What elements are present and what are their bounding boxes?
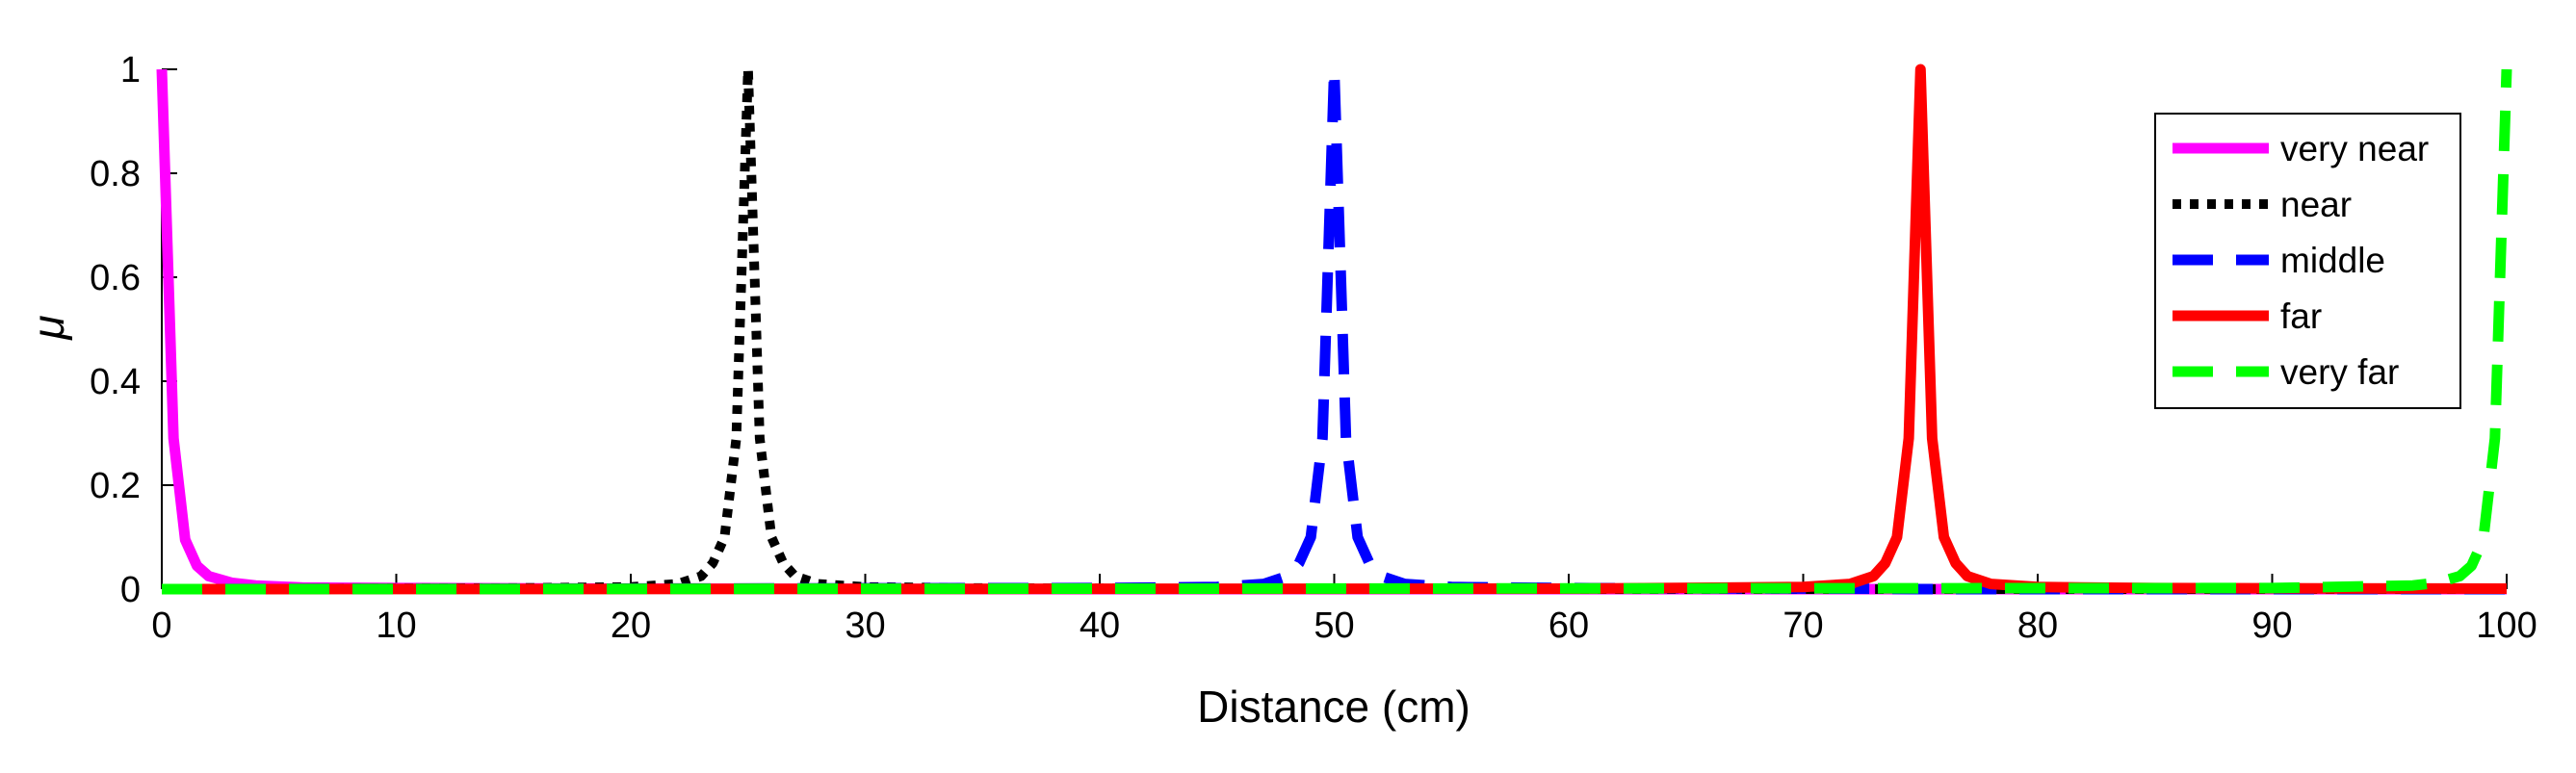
legend-label: near (2280, 185, 2352, 224)
x-tick-label: 70 (1782, 606, 1823, 646)
y-tick-label: 0.4 (90, 362, 141, 402)
legend-label: middle (2280, 241, 2385, 280)
tick-labels: 0 10 20 30 40 50 60 70 80 90 100 0 0.2 0.4 0.6 0.8 1 (90, 50, 2537, 646)
legend-label: very far (2280, 352, 2399, 392)
x-tick-label: 60 (1548, 606, 1589, 646)
x-tick-label: 30 (845, 606, 885, 646)
legend: very near near middle far very far (2154, 113, 2461, 409)
legend-label: far (2280, 296, 2322, 336)
x-tick-label: 40 (1080, 606, 1120, 646)
y-tick-label: 0.6 (90, 258, 141, 298)
y-tick-label: 0 (120, 570, 141, 610)
plot-series (156, 64, 2512, 595)
x-axis-label: Distance (cm) (1197, 682, 1470, 732)
y-tick-label: 0.8 (90, 154, 141, 194)
y-tick-label: 1 (120, 50, 141, 90)
x-tick-label: 10 (376, 606, 416, 646)
x-tick-label: 20 (611, 606, 651, 646)
x-tick-label: 50 (1314, 606, 1354, 646)
x-tick-label: 80 (2017, 606, 2058, 646)
x-tick-label: 0 (151, 606, 171, 646)
y-tick-label: 0.2 (90, 466, 141, 506)
y-axis-label: μ (23, 315, 73, 340)
x-tick-label: 90 (2251, 606, 2292, 646)
x-tick-label: 100 (2476, 606, 2537, 646)
legend-label: very near (2280, 129, 2429, 168)
series-line-very-far (161, 68, 2512, 595)
